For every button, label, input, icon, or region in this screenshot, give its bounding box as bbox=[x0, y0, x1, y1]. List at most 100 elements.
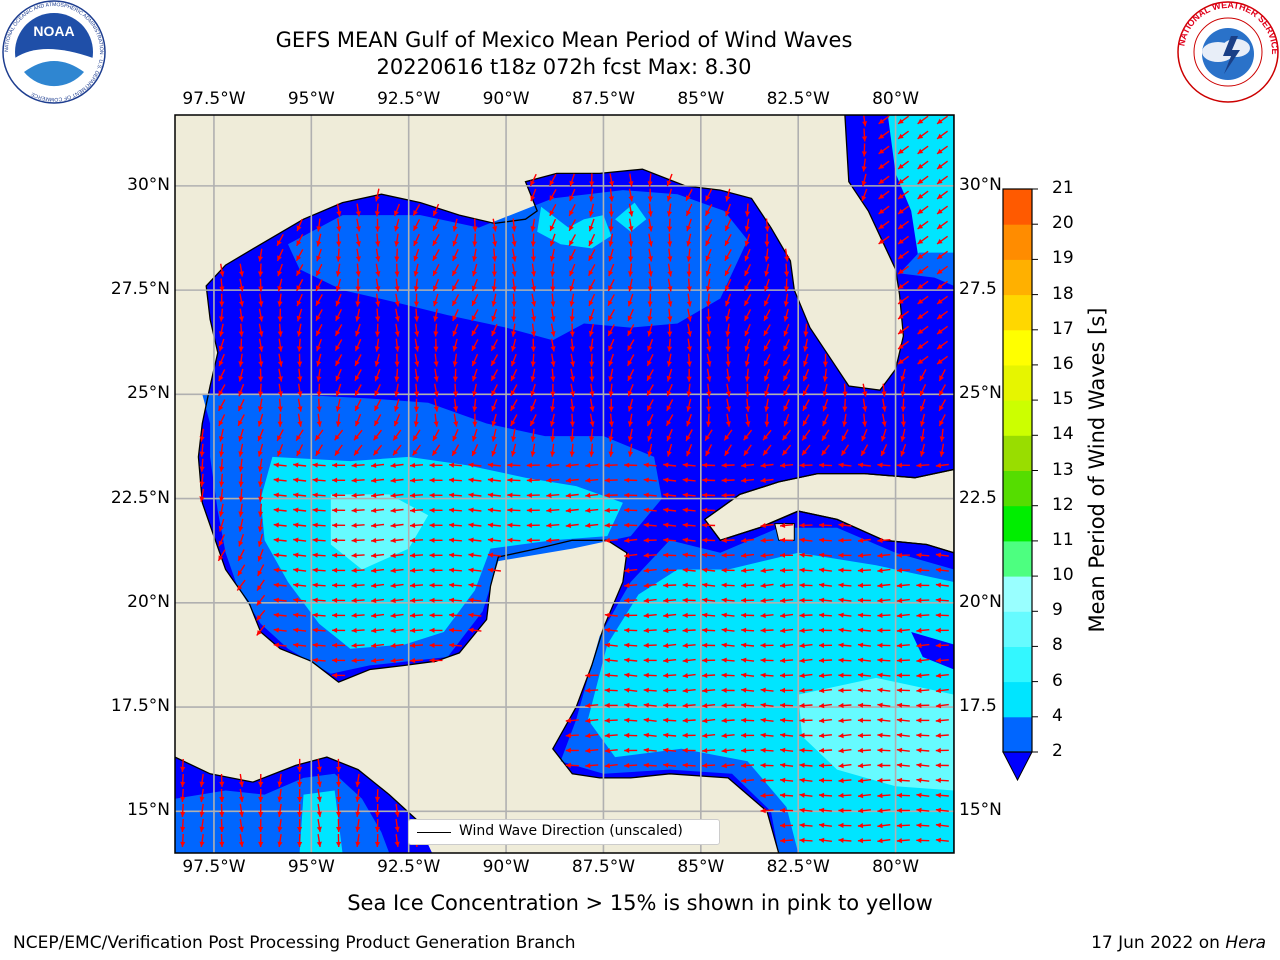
wave-arrow bbox=[663, 627, 677, 634]
wave-arrow bbox=[277, 323, 283, 337]
wave-arrow bbox=[491, 248, 498, 262]
contour-north-4-6s-b bbox=[615, 202, 647, 232]
wave-arrow bbox=[546, 522, 560, 528]
wave-arrow bbox=[526, 507, 540, 513]
wave-arrow bbox=[784, 248, 790, 262]
wave-arrow bbox=[354, 354, 362, 367]
wave-arrow bbox=[897, 175, 910, 185]
wave-arrow bbox=[315, 323, 323, 337]
wave-arrow bbox=[529, 173, 537, 187]
wave-arrow bbox=[818, 792, 833, 798]
wave-arrow bbox=[663, 477, 677, 483]
wave-arrow bbox=[725, 398, 731, 412]
wave-arrow bbox=[916, 807, 930, 813]
wave-arrow bbox=[414, 323, 420, 337]
footer-date-text: 17 Jun 2022 on bbox=[1091, 933, 1226, 953]
wave-arrow bbox=[721, 552, 735, 558]
wave-arrow bbox=[296, 233, 304, 247]
wave-arrow bbox=[936, 130, 949, 140]
legend-label: Wind Wave Direction (unscaled) bbox=[459, 823, 683, 839]
wave-arrow bbox=[896, 597, 910, 604]
wave-arrow bbox=[663, 582, 677, 588]
wave-arrow bbox=[935, 597, 949, 603]
wave-arrow bbox=[332, 627, 346, 633]
wave-arrow bbox=[857, 838, 871, 844]
wave-arrow bbox=[682, 732, 696, 738]
wave-arrow bbox=[624, 747, 638, 753]
wave-arrow bbox=[760, 612, 774, 619]
wave-arrow bbox=[607, 294, 615, 307]
wave-arrow bbox=[256, 579, 265, 592]
wave-arrow bbox=[647, 443, 653, 457]
wave-arrow bbox=[799, 673, 813, 679]
wave-arrow bbox=[258, 818, 264, 833]
wave-arrow bbox=[666, 188, 673, 202]
wave-arrow bbox=[760, 552, 774, 558]
wave-arrow bbox=[585, 522, 599, 528]
wave-arrow bbox=[686, 338, 692, 352]
wave-arrow bbox=[526, 477, 540, 483]
wave-arrow bbox=[818, 718, 832, 724]
wave-arrow bbox=[390, 552, 404, 559]
wave-arrow bbox=[336, 818, 342, 833]
lon-tick-bottom: 80°W bbox=[872, 857, 920, 877]
wave-arrow bbox=[663, 762, 677, 768]
wave-arrow bbox=[935, 582, 949, 588]
wave-arrow bbox=[414, 308, 420, 322]
wave-arrow bbox=[256, 624, 266, 636]
sea-ice-note: Sea Ice Concentration > 15% is shown in … bbox=[347, 891, 933, 915]
isla-juventud bbox=[774, 523, 795, 541]
wave-arrow bbox=[409, 612, 424, 618]
wave-arrow bbox=[219, 788, 225, 803]
wave-arrow bbox=[550, 308, 556, 322]
wave-arrow bbox=[604, 672, 618, 678]
wave-arrow bbox=[336, 773, 342, 787]
wave-arrow bbox=[238, 473, 244, 487]
wave-arrow bbox=[783, 338, 790, 352]
wave-arrow bbox=[257, 548, 264, 562]
wave-arrow bbox=[760, 477, 774, 483]
wave-arrow bbox=[878, 160, 890, 170]
wave-arrow bbox=[332, 522, 346, 528]
wave-arrow bbox=[682, 642, 696, 649]
wave-arrow bbox=[219, 833, 225, 848]
wave-arrow bbox=[510, 369, 518, 382]
wave-arrow bbox=[471, 444, 479, 457]
wave-arrow bbox=[530, 323, 537, 337]
wave-arrow bbox=[647, 233, 653, 247]
wave-arrow bbox=[394, 818, 400, 832]
wave-arrow bbox=[394, 263, 400, 277]
wave-arrow bbox=[355, 833, 361, 848]
wave-arrow bbox=[818, 703, 832, 709]
wave-arrow bbox=[917, 250, 929, 260]
wave-arrow bbox=[429, 642, 443, 648]
coastline-gulf bbox=[197, 115, 954, 853]
footer-branch: NCEP/EMC/Verification Post Processing Pr… bbox=[13, 933, 576, 953]
wave-arrow bbox=[624, 537, 638, 543]
wave-arrow bbox=[258, 773, 264, 787]
wave-arrow bbox=[589, 368, 595, 382]
wave-arrow bbox=[818, 733, 832, 739]
wave-arrow bbox=[724, 233, 732, 247]
wave-arrow bbox=[896, 672, 910, 678]
wave-arrow bbox=[273, 582, 287, 588]
colorbar-tick-label: 19 bbox=[1052, 248, 1074, 269]
wave-arrow bbox=[277, 443, 284, 457]
wave-arrow bbox=[762, 429, 772, 441]
wave-arrow bbox=[725, 308, 731, 322]
wave-arrow bbox=[492, 218, 498, 232]
wave-arrow bbox=[312, 642, 326, 648]
wave-arrow bbox=[706, 353, 712, 367]
wave-arrow bbox=[371, 567, 385, 574]
wave-arrow bbox=[721, 717, 735, 724]
wave-arrow bbox=[374, 384, 381, 397]
wave-arrow bbox=[838, 582, 852, 588]
wave-arrow bbox=[585, 492, 599, 498]
wave-arrow bbox=[332, 657, 346, 663]
wave-arrow bbox=[394, 218, 400, 232]
footer-host: Hera bbox=[1225, 933, 1266, 953]
wave-arrow bbox=[468, 462, 482, 468]
wave-arrow bbox=[433, 368, 439, 382]
wave-arrow bbox=[372, 444, 383, 456]
wave-arrow bbox=[314, 429, 324, 441]
